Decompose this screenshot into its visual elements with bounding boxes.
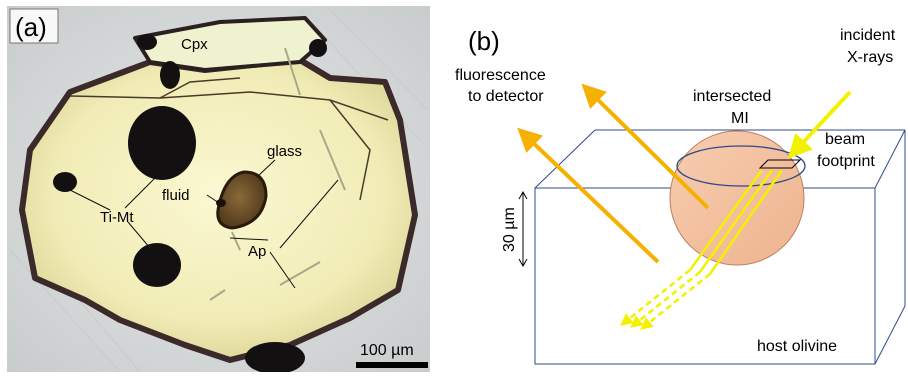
ti-mt-grain-large <box>128 106 196 180</box>
depth-indicator <box>518 190 528 268</box>
ti-mt-grain-small <box>53 172 77 192</box>
incident-xray-arrow <box>787 90 852 159</box>
depth-label: 30 µm <box>501 207 518 252</box>
mi-label-line1: intersected <box>693 88 771 105</box>
host-olivine-label: host olivine <box>757 338 837 355</box>
bottom-opaque-grain <box>245 342 305 372</box>
cpx-opaque-grain-2 <box>160 61 180 89</box>
beam-footprint <box>758 159 802 169</box>
intersected-mi-ellipse <box>676 145 806 187</box>
panel-a-letter-box <box>9 8 59 44</box>
panel-a-micrograph: Cpx glass fluid Ti-Mt Ap (a) 100 µm <box>7 6 430 372</box>
fluorescence-label-line1: fluorescence <box>455 67 546 84</box>
cpx-opaque-grain-1 <box>137 34 157 50</box>
label-ap: Ap <box>248 243 266 260</box>
fluorescence-arrow-1 <box>581 83 710 210</box>
panel-a-letter: (a) <box>15 12 47 42</box>
fluid-bubble <box>216 199 226 207</box>
incident-label-line2: X-rays <box>847 49 893 66</box>
beam-label-line1: beam <box>825 131 865 148</box>
beam-paths <box>620 169 784 330</box>
crystal-fractures <box>69 77 389 201</box>
scale-bar <box>356 362 428 368</box>
label-ti-mt: Ti-Mt <box>100 209 134 226</box>
label-fluid: fluid <box>162 187 190 204</box>
melt-inclusion-glass <box>216 170 268 230</box>
panel-b-schematic: (b) <box>455 26 906 365</box>
scale-bar-label: 100 µm <box>360 342 414 359</box>
leader-lines <box>69 159 339 289</box>
cpx-opaque-grain-3 <box>309 39 327 57</box>
incident-label-line1: incident <box>840 27 896 44</box>
mi-label-line2: MI <box>731 110 749 127</box>
label-cpx: Cpx <box>181 36 208 53</box>
fluorescence-arrow-2 <box>517 127 660 264</box>
melt-inclusion-sphere <box>669 130 805 266</box>
beam-label-line2: footprint <box>817 153 875 170</box>
label-glass: glass <box>267 143 302 160</box>
ti-mt-grain-lower <box>133 243 181 287</box>
fluorescence-label-line2: to detector <box>468 88 544 105</box>
panel-b-letter: (b) <box>468 26 500 56</box>
